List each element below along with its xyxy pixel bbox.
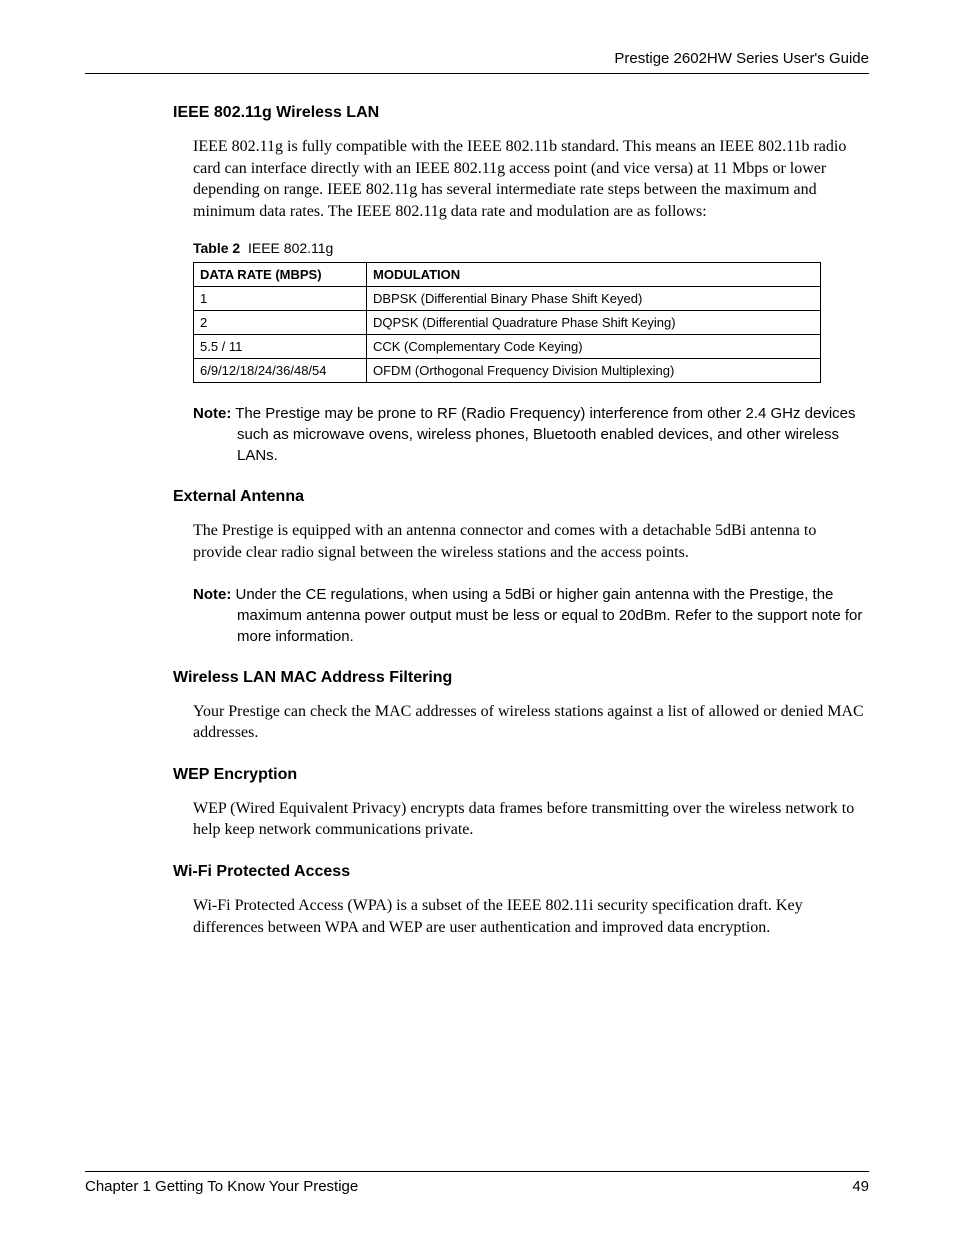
heading-antenna: External Antenna	[85, 488, 869, 506]
table-row: 5.5 / 11 CCK (Complementary Code Keying)	[194, 335, 821, 359]
note-label: Note:	[193, 405, 231, 422]
table-header-cell: MODULATION	[367, 263, 821, 287]
document-page: Prestige 2602HW Series User's Guide IEEE…	[0, 0, 954, 1235]
table-caption-label: Table 2	[193, 240, 240, 256]
footer-page-number: 49	[852, 1178, 869, 1195]
heading-wep: WEP Encryption	[85, 766, 869, 784]
body-wep: WEP (Wired Equivalent Privacy) encrypts …	[85, 798, 869, 841]
table-cell: CCK (Complementary Code Keying)	[367, 335, 821, 359]
table-cell: DQPSK (Differential Quadrature Phase Shi…	[367, 311, 821, 335]
table-row: 1 DBPSK (Differential Binary Phase Shift…	[194, 287, 821, 311]
ieee-table: DATA RATE (MBPS) MODULATION 1 DBPSK (Dif…	[193, 262, 821, 383]
note-rf: Note: The Prestige may be prone to RF (R…	[129, 403, 869, 466]
table-row: 6/9/12/18/24/36/48/54 OFDM (Orthogonal F…	[194, 359, 821, 383]
header-rule	[85, 73, 869, 74]
table-caption-text: IEEE 802.11g	[248, 240, 333, 256]
heading-macfilter: Wireless LAN MAC Address Filtering	[85, 669, 869, 687]
table-caption: Table 2 IEEE 802.11g	[85, 240, 869, 256]
table-header-row: DATA RATE (MBPS) MODULATION	[194, 263, 821, 287]
table-cell: 6/9/12/18/24/36/48/54	[194, 359, 367, 383]
heading-wpa: Wi-Fi Protected Access	[85, 863, 869, 881]
footer-rule	[85, 1171, 869, 1172]
table-row: 2 DQPSK (Differential Quadrature Phase S…	[194, 311, 821, 335]
table-cell: OFDM (Orthogonal Frequency Division Mult…	[367, 359, 821, 383]
header-doc-title: Prestige 2602HW Series User's Guide	[85, 50, 869, 67]
body-wpa: Wi-Fi Protected Access (WPA) is a subset…	[85, 895, 869, 938]
note-rf-text: The Prestige may be prone to RF (Radio F…	[235, 405, 855, 464]
page-footer: Chapter 1 Getting To Know Your Prestige …	[85, 1171, 869, 1195]
table-header-cell: DATA RATE (MBPS)	[194, 263, 367, 287]
note-ce: Note: Under the CE regulations, when usi…	[129, 584, 869, 647]
table-cell: DBPSK (Differential Binary Phase Shift K…	[367, 287, 821, 311]
table-cell: 1	[194, 287, 367, 311]
footer-chapter: Chapter 1 Getting To Know Your Prestige	[85, 1178, 358, 1195]
body-ieee: IEEE 802.11g is fully compatible with th…	[85, 136, 869, 222]
body-macfilter: Your Prestige can check the MAC addresse…	[85, 701, 869, 744]
table-cell: 2	[194, 311, 367, 335]
table-cell: 5.5 / 11	[194, 335, 367, 359]
body-antenna: The Prestige is equipped with an antenna…	[85, 520, 869, 563]
note-ce-text: Under the CE regulations, when using a 5…	[236, 586, 863, 645]
note-label: Note:	[193, 586, 231, 603]
heading-ieee: IEEE 802.11g Wireless LAN	[85, 104, 869, 122]
